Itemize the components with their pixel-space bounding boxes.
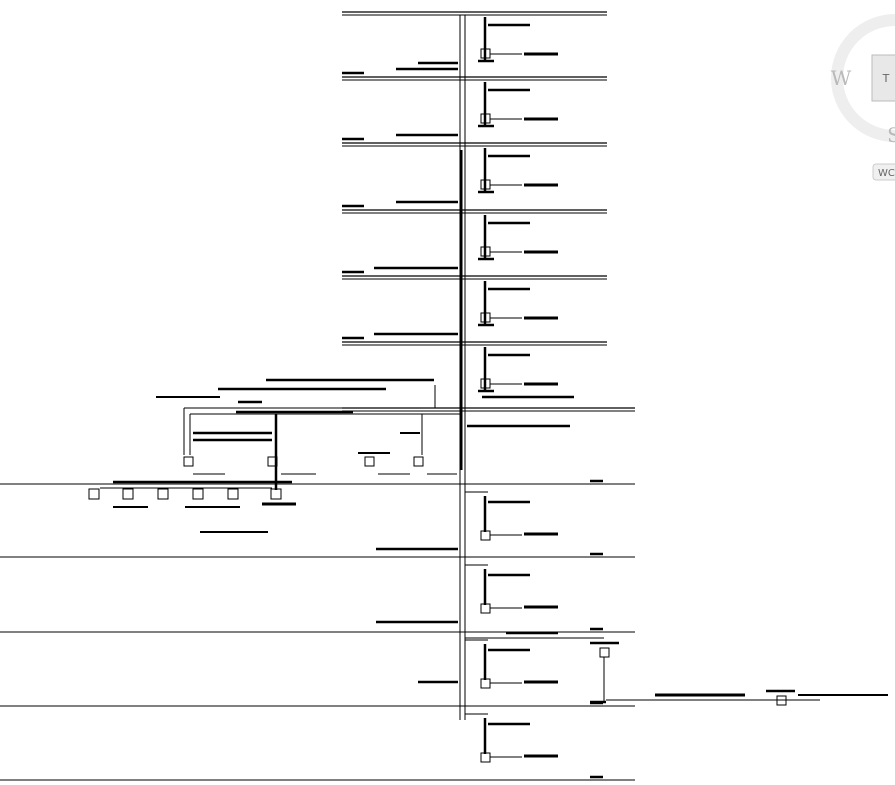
fixture-box (157, 488, 169, 500)
fixture-box (480, 752, 491, 763)
cube-west[interactable]: W (831, 66, 852, 90)
fixture-box (183, 456, 194, 467)
fixture-box (364, 456, 375, 467)
cube-ring (831, 14, 895, 142)
fixture-box (122, 488, 134, 500)
fixture-box (413, 456, 424, 467)
wcs-box[interactable] (872, 163, 895, 181)
cube-top[interactable]: T (882, 72, 890, 85)
wcs-label[interactable]: WC (878, 168, 895, 179)
fixture-box (480, 530, 491, 541)
fixture-box (270, 488, 282, 500)
cube-face[interactable] (871, 54, 895, 102)
fixture-box (192, 488, 204, 500)
fixture-box (480, 603, 491, 614)
cube-south[interactable]: S (887, 123, 895, 147)
fixture-box (88, 488, 100, 500)
fixture-box (599, 647, 610, 658)
fixture-box (480, 678, 491, 689)
view-cube[interactable]: W T S WC (831, 14, 895, 181)
fixture-box (227, 488, 239, 500)
